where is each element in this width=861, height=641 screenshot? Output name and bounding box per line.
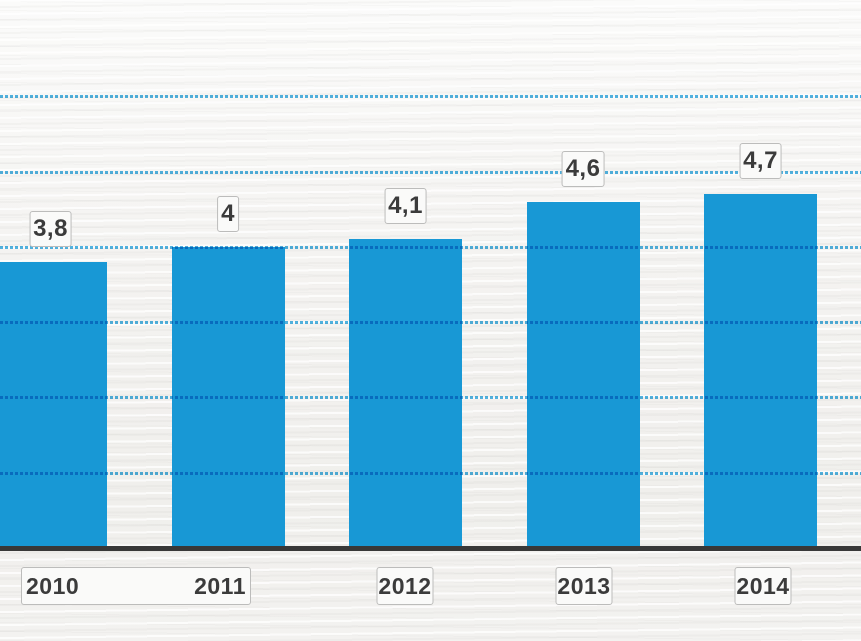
x-axis-line — [0, 546, 861, 551]
bar-2012[interactable] — [349, 239, 462, 548]
gridline-3 — [0, 321, 861, 324]
gridline-2 — [0, 396, 861, 399]
gridline-4 — [0, 246, 861, 249]
x-axis-label-2010: 2010 — [26, 572, 80, 599]
x-axis-label-2013: 2013 — [555, 567, 613, 605]
bar-2010[interactable] — [0, 262, 107, 548]
value-label-2012: 4,1 — [384, 188, 427, 224]
value-label-2014: 4,7 — [739, 143, 782, 179]
gridline-5 — [0, 171, 861, 174]
bar-2013[interactable] — [526, 202, 640, 548]
gridline-1 — [0, 472, 861, 475]
x-axis-label-2011: 2011 — [194, 572, 246, 599]
x-axis-label-group-2010-2011: 2010 2011 — [21, 567, 251, 605]
gridline-6 — [0, 95, 861, 98]
bar-2014[interactable] — [704, 194, 817, 548]
x-axis-label-2014: 2014 — [734, 567, 792, 605]
x-axis-label-2012: 2012 — [376, 567, 434, 605]
value-label-2011: 4 — [217, 196, 239, 232]
value-label-2013: 4,6 — [561, 151, 605, 187]
value-label-2010: 3,8 — [29, 211, 72, 247]
